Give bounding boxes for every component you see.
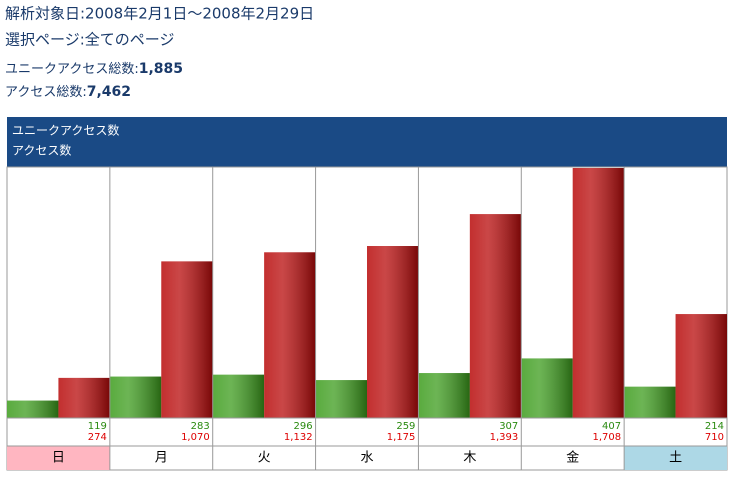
bar-shade [109,376,162,418]
value-label: 710 [705,432,724,443]
access-value: 7,462 [87,84,131,100]
x-tick-label: 土 [669,451,682,466]
legend-entry: アクセス数 [12,143,71,158]
value-label: 283 [191,421,210,432]
value-label: 1,070 [181,432,210,443]
period: 解析対象日:2008年2月1日～2008年2月29日 [5,5,314,23]
x-tick-label: 木 [463,451,476,466]
bar-shade [367,246,419,418]
x-tick-label: 金 [566,450,579,466]
value-label: 119 [88,421,107,432]
page-filter: 選択ページ:全てのページ [5,31,174,49]
value-label: 1,708 [593,432,622,443]
unique-total: ユニークアクセス総数:1,885 [5,61,183,77]
value-label: 214 [705,421,724,432]
value-label: 274 [88,432,107,443]
bar-shade [521,358,573,418]
access-label: アクセス総数: [5,85,87,100]
bar-shade [315,380,367,418]
x-tick-label: 火 [258,451,271,466]
x-tick-label: 日 [52,451,65,466]
unique-value: 1,885 [139,61,183,77]
bar-shade [572,168,625,418]
bar-shade [161,261,213,418]
bar-shade [469,214,522,418]
access-total: アクセス総数:7,462 [5,84,131,100]
bar-shade [624,386,676,418]
value-label: 407 [602,421,621,432]
value-label: 307 [499,421,518,432]
legend-bar [7,117,727,167]
value-label: 259 [396,421,415,432]
value-label: 1,132 [284,432,313,443]
value-label: 1,175 [387,432,416,443]
bar-shade [212,374,265,418]
bar-shade [264,252,316,418]
day-cell [624,446,727,470]
bar-shade [418,373,470,418]
unique-label: ユニークアクセス総数: [5,62,139,77]
bar-shade [58,377,110,418]
bar-shade [7,400,59,418]
legend-entry: ユニークアクセス数 [12,123,119,138]
bar-shade [675,314,727,418]
value-label: 296 [293,421,312,432]
value-label: 1,393 [490,432,519,443]
day-cell [7,446,110,470]
x-tick-label: 水 [360,451,373,466]
x-tick-label: 月 [155,451,168,466]
